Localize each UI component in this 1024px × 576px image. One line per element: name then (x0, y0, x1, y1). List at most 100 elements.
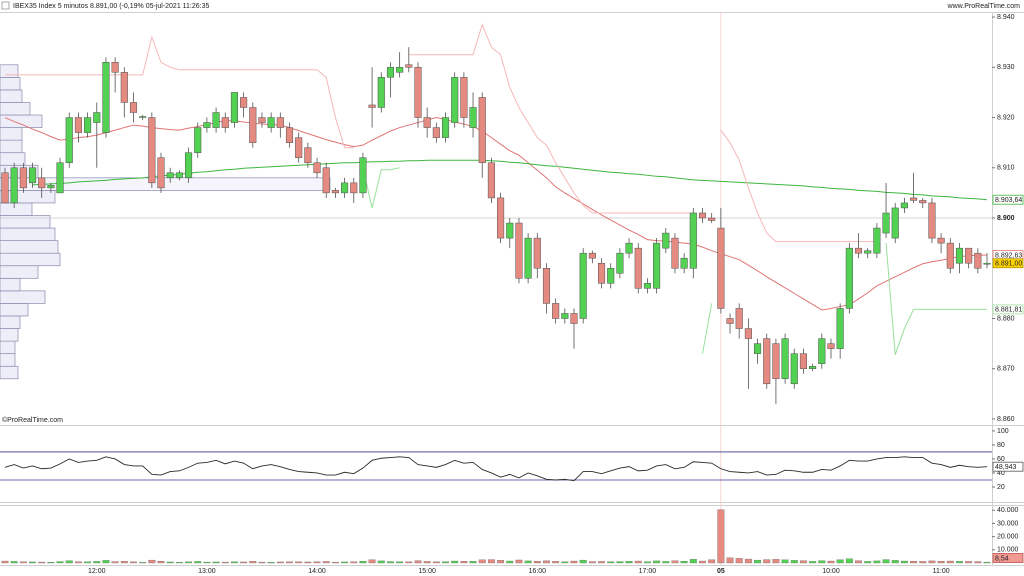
volume-profile-bar (0, 139, 23, 154)
volume-bar (533, 561, 541, 564)
candle-body (928, 202, 936, 239)
last-value-label: 8.892,63 (995, 252, 1022, 259)
volume-bar (937, 561, 945, 564)
volume-bar (487, 559, 495, 564)
volume-bar (460, 561, 468, 564)
volume-bar (873, 560, 881, 564)
volume-bar (331, 562, 339, 564)
candle-body (240, 97, 248, 108)
volume-bar (607, 561, 615, 564)
candle-body (405, 64, 413, 68)
candle-body (864, 250, 872, 254)
volume-bar (203, 561, 211, 564)
volume-bar (194, 561, 202, 564)
menu-icon[interactable] (1, 1, 10, 10)
candle-body (845, 247, 853, 309)
x-tick-label: 05 (717, 568, 725, 575)
candle-body (607, 268, 615, 284)
candle-body (818, 338, 826, 364)
volume-bar (680, 561, 688, 564)
candle-body (643, 283, 651, 289)
volume-bar (350, 561, 358, 564)
y-tick-label: 30.000 (997, 520, 1019, 527)
candle-body (414, 67, 422, 118)
volume-bar (561, 561, 569, 564)
candle-body (790, 353, 798, 385)
volume-bar (588, 561, 596, 564)
x-tick-label: 16:00 (529, 568, 547, 575)
last-value-label-box (992, 553, 1024, 563)
volume-bar (230, 561, 238, 564)
volume-profile-bar (0, 127, 23, 141)
volume-profile-bar (0, 102, 31, 116)
volume-bar (983, 561, 991, 564)
x-tick-label: 15:00 (418, 568, 436, 575)
volume-bar (965, 561, 973, 564)
volume-bar (809, 561, 817, 564)
candle-body (698, 212, 707, 219)
last-value-label: 8.903,64 (995, 197, 1022, 204)
volume-bar (625, 561, 633, 564)
candle-body (38, 177, 46, 189)
candle-body (258, 117, 266, 123)
indicator-line (4, 456, 988, 482)
volume-profile-bar (0, 252, 61, 267)
volume-bar (919, 561, 927, 564)
candle-body (900, 202, 908, 209)
volume-bar (910, 561, 918, 564)
y-tick-label: 20 (997, 484, 1005, 491)
volume-bar (175, 562, 183, 564)
candle-body (597, 262, 606, 284)
volume-bar (891, 560, 899, 564)
candle-body (359, 157, 367, 194)
volume-bar (29, 561, 36, 564)
volume-bar (414, 560, 422, 564)
candle-body (497, 197, 505, 239)
volume-bar (827, 560, 835, 564)
volume-bar (900, 560, 908, 564)
candle-body (515, 222, 523, 279)
last-value-label: 8,54 (995, 555, 1009, 562)
candle-body (653, 242, 661, 289)
candle-body (469, 107, 477, 128)
candle-body (441, 117, 450, 138)
volume-bar (946, 560, 954, 564)
volume-profile-bar (0, 89, 23, 103)
volume-bar (616, 561, 624, 564)
y-tick-label: 8.930 (997, 64, 1015, 71)
candle-body (74, 117, 82, 133)
volume-bar (836, 559, 844, 564)
candle-body (478, 97, 486, 163)
candle-body (56, 162, 64, 194)
y-tick-label: 8.860 (997, 416, 1015, 423)
y-tick-label: 20.000 (997, 533, 1019, 540)
candle-body (827, 343, 835, 349)
volume-bar (754, 559, 762, 564)
candle-body (368, 104, 376, 108)
candle-body (680, 257, 688, 269)
volume-bar (451, 560, 459, 564)
volume-bar (790, 560, 798, 564)
volume-bar (267, 562, 275, 564)
volume-bar (295, 561, 303, 564)
x-tick-label: 13:00 (198, 568, 216, 575)
candle-body (93, 112, 101, 123)
candle-body (276, 117, 284, 128)
volume-profile-bar (0, 202, 33, 216)
volume-bar (304, 561, 312, 564)
candle-body (285, 127, 294, 143)
candle-body (148, 117, 156, 184)
volume-bar (377, 560, 385, 564)
watermark: ©ProRealTime.com (2, 416, 63, 424)
candle-body (506, 222, 514, 239)
last-value-label-box (992, 461, 1024, 472)
volume-bar (74, 561, 82, 564)
volume-profile-bar (0, 328, 19, 342)
candle-body (423, 117, 431, 128)
candle-body (487, 162, 495, 199)
candle-body (854, 247, 863, 254)
candle-body (313, 162, 321, 174)
volume-bar (497, 560, 505, 564)
last-value-label-box (992, 194, 1024, 205)
